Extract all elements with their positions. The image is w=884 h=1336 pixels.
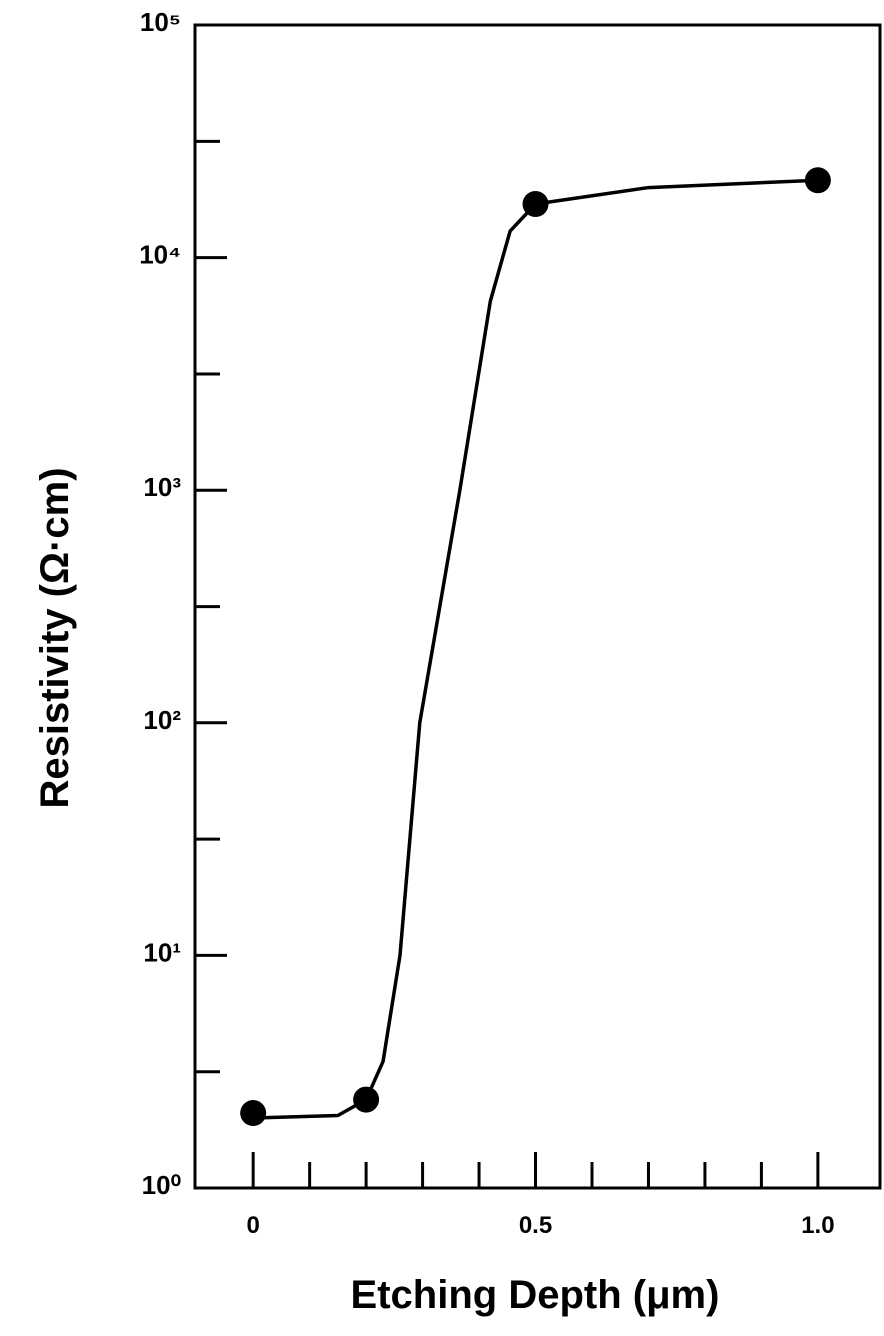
data-point [804,167,831,194]
curve [253,178,818,1120]
data-point [240,1100,267,1127]
x-tick-label: 0 [246,1212,259,1239]
y-axis-label: Resistivity (Ω·cm) [33,467,77,808]
data-point [353,1086,380,1113]
data-point [522,190,549,217]
y-tick-label: 10⁴ [139,240,181,270]
x-axis-label: Etching Depth (μm) [351,1273,720,1317]
x-tick-label: 0.5 [519,1212,552,1239]
y-tick-label: 10⁰ [142,1170,181,1200]
x-tick-label: 1.0 [801,1212,834,1239]
y-tick-label: 10³ [143,472,181,502]
y-tick-label: 10⁵ [140,7,181,37]
y-tick-label: 10² [143,705,181,735]
y-tick-label: 10¹ [143,937,181,967]
